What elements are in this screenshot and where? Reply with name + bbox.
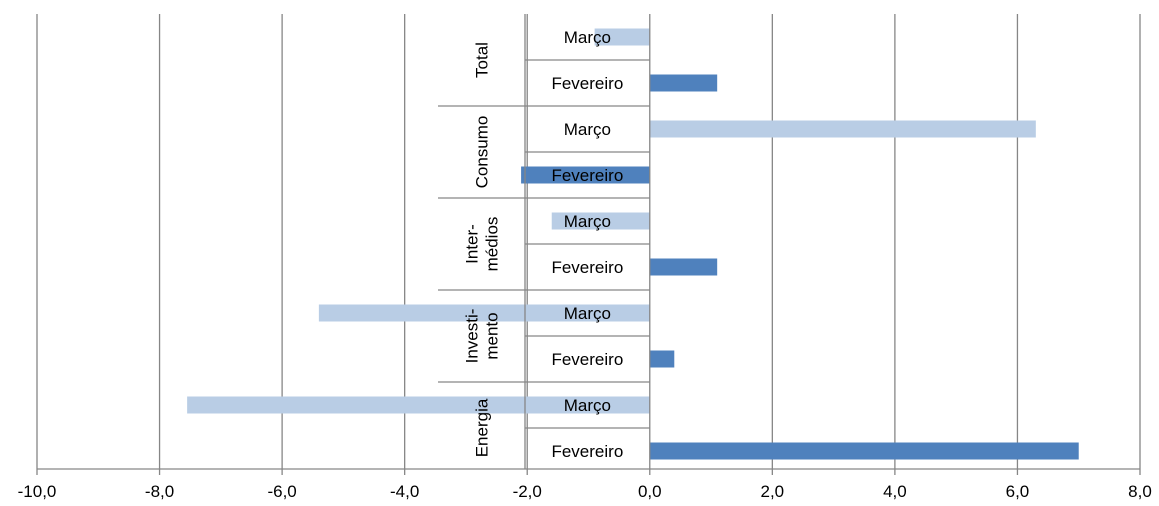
bar-fevereiro [649, 350, 675, 368]
month-label: Março [564, 212, 611, 231]
group-label: Inter-médios [463, 217, 502, 272]
bar-fevereiro [649, 258, 718, 276]
group-label-line: Consumo [473, 116, 492, 189]
x-axis: -10,0 -8,0 -6,0 -4,0 -2,0 0,0 2,0 4,0 6,0 8,0 [18, 14, 1152, 501]
x-tick-label: -8,0 [145, 482, 174, 501]
grid-lines [36, 14, 1141, 469]
x-tick-label: 2,0 [761, 482, 785, 501]
group-label-line: médios [483, 217, 502, 272]
bar-fevereiro [649, 74, 718, 92]
month-label: Fevereiro [551, 166, 623, 185]
group-label-line: Energia [473, 398, 492, 457]
bar-fevereiro [649, 442, 1079, 460]
bars [187, 28, 1079, 460]
month-label: Março [564, 396, 611, 415]
x-tick-label: 0,0 [638, 482, 662, 501]
month-label: Março [564, 28, 611, 47]
group-label: Total [473, 42, 492, 78]
bar-fevereiro [521, 166, 650, 184]
month-label: Março [564, 304, 611, 323]
group-label-line: mento [483, 312, 502, 359]
group-label-line: Total [473, 42, 492, 78]
month-label: Fevereiro [551, 74, 623, 93]
x-tick-label: 8,0 [1128, 482, 1152, 501]
x-tick-label: 4,0 [883, 482, 907, 501]
group-label: Energia [473, 398, 492, 457]
bar-marco [187, 396, 650, 414]
x-tick-label: -6,0 [267, 482, 296, 501]
x-tick-label: 6,0 [1006, 482, 1030, 501]
month-label: Fevereiro [551, 258, 623, 277]
bar-marco [649, 120, 1036, 138]
x-tick-label: -4,0 [390, 482, 419, 501]
bar-marco [318, 304, 650, 322]
bar-marco [551, 212, 650, 230]
group-label-line: Investi- [463, 309, 482, 364]
group-label: Investi-mento [463, 309, 502, 364]
month-label: Março [564, 120, 611, 139]
category-table: Março Fevereiro Total Março Fevereiro Consumo… [438, 14, 650, 469]
month-label: Fevereiro [551, 350, 623, 369]
group-label-line: Inter- [463, 224, 482, 264]
x-tick-label: -10,0 [18, 482, 57, 501]
month-label: Fevereiro [551, 442, 623, 461]
x-tick-label: -2,0 [513, 482, 542, 501]
bar-marco [594, 28, 650, 46]
group-label: Consumo [473, 116, 492, 189]
